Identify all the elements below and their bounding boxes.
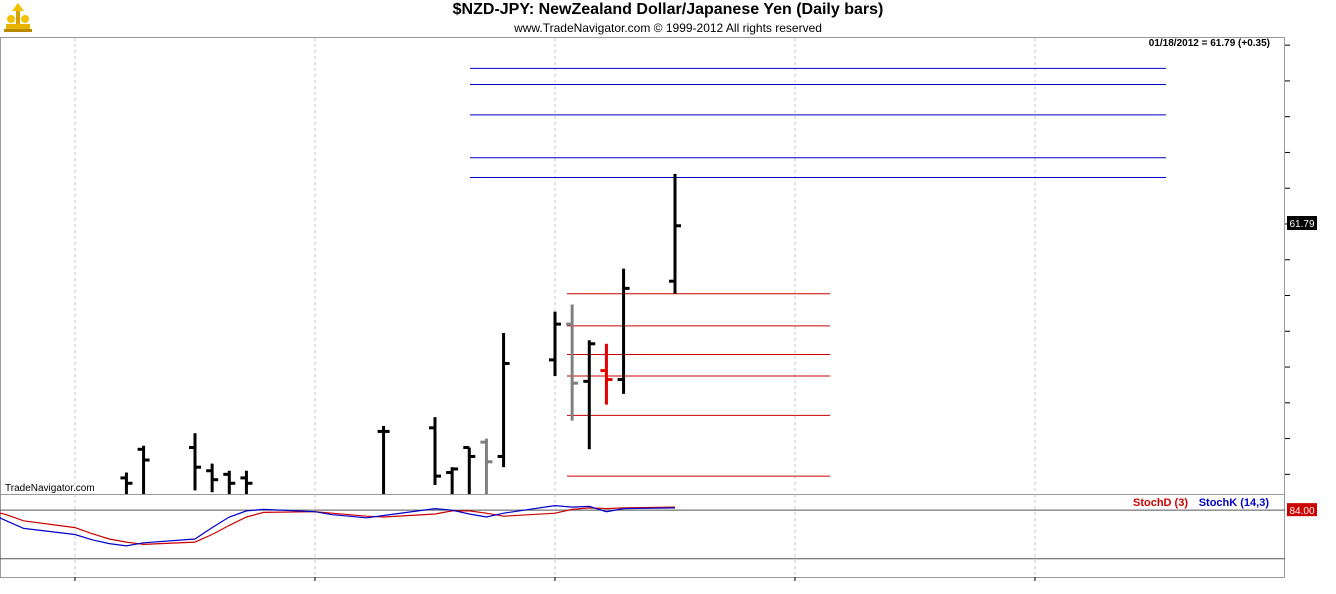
current-price-tag (1287, 216, 1317, 230)
stoch-reference-tag (1287, 503, 1317, 517)
watermark-text: TradeNavigator.com (5, 483, 95, 494)
legend-stochd: StochD (3) (1133, 497, 1188, 509)
stoch-reference-label: 84.00 (1289, 506, 1314, 517)
legend-stochk: StochK (14,3) (1199, 497, 1270, 509)
stochastic-panel (0, 504, 1285, 560)
chart-title: $NZD-JPY: NewZealand Dollar/Japanese Yen… (452, 1, 884, 18)
date-axis (74, 577, 1036, 581)
price-bars (120, 173, 681, 494)
level-lines (470, 67, 1166, 477)
last-price-info: 01/18/2012 = 61.79 (+0.35) (1149, 38, 1270, 49)
chart-frame (0, 37, 1285, 578)
stoch-line (0, 504, 676, 547)
grid (74, 38, 1036, 577)
price-axis (1285, 44, 1290, 475)
current-price-label: 61.79 (1289, 219, 1314, 230)
chart-subtitle: www.TradeNavigator.com © 1999-2012 All r… (514, 21, 822, 35)
stoch-line (0, 506, 676, 546)
tradenavigator-logo-icon (2, 2, 34, 34)
